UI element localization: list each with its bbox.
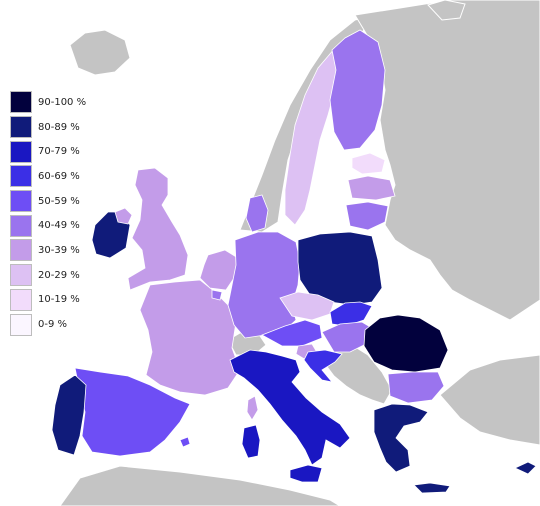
latvia	[347, 175, 396, 201]
legend-item: 10-19 %	[10, 288, 86, 313]
legend-swatch	[10, 140, 32, 163]
bulgaria	[387, 371, 445, 404]
ireland	[91, 211, 131, 259]
northern-ireland	[114, 207, 133, 225]
legend-label: 20-29 %	[38, 269, 80, 281]
legend-item: 50-59 %	[10, 189, 86, 214]
legend-item: 90-100 %	[10, 90, 86, 115]
lithuania	[345, 201, 389, 231]
legend-label: 40-49 %	[38, 220, 80, 232]
non-member-land	[59, 0, 540, 506]
switzerland-land	[227, 332, 267, 356]
legend-label: 30-39 %	[38, 244, 80, 256]
legend-swatch	[10, 239, 32, 262]
legend-item: 40-49 %	[10, 213, 86, 238]
legend-swatch	[10, 264, 32, 287]
legend-swatch	[10, 165, 32, 188]
croatia	[303, 349, 343, 383]
africa-land	[59, 465, 341, 506]
legend-item: 30-39 %	[10, 238, 86, 263]
legend-swatch	[10, 313, 32, 336]
eu-members	[51, 29, 537, 494]
iceland-land	[69, 29, 131, 76]
legend-label: 70-79 %	[38, 146, 80, 158]
crete	[413, 482, 451, 494]
corsica	[246, 395, 259, 421]
slovakia	[329, 301, 373, 327]
greece	[373, 403, 429, 473]
legend-swatch	[10, 116, 32, 139]
poland	[297, 231, 383, 306]
romania	[363, 314, 449, 373]
legend-label: 90-100 %	[38, 96, 87, 108]
legend-swatch	[10, 91, 32, 114]
legend: 90-100 % 80-89 % 70-79 % 60-69 % 50-59 %…	[10, 90, 86, 337]
legend-swatch	[10, 190, 32, 213]
germany	[227, 231, 301, 339]
svalbard-land	[427, 0, 466, 21]
luxembourg	[211, 289, 223, 301]
italy	[229, 349, 351, 466]
legend-item: 0-9 %	[10, 312, 86, 337]
portugal	[51, 374, 87, 456]
denmark	[245, 194, 269, 233]
russia-land	[354, 0, 540, 321]
legend-item: 60-69 %	[10, 164, 86, 189]
uk	[127, 167, 189, 291]
legend-label: 60-69 %	[38, 170, 80, 182]
austria	[261, 319, 323, 347]
balearic	[179, 436, 191, 448]
finland	[329, 29, 386, 151]
legend-item: 20-29 %	[10, 263, 86, 288]
legend-item: 80-89 %	[10, 115, 86, 140]
legend-item: 70-79 %	[10, 139, 86, 164]
sardinia	[241, 424, 261, 459]
turkey-land	[439, 354, 540, 446]
czechia	[279, 291, 335, 321]
sicily	[289, 464, 323, 483]
belgium-netherlands	[199, 249, 239, 291]
cyprus	[514, 461, 537, 475]
estonia	[351, 152, 386, 175]
legend-label: 50-59 %	[38, 195, 80, 207]
legend-label: 10-19 %	[38, 294, 80, 306]
legend-swatch	[10, 214, 32, 237]
spain	[74, 367, 191, 457]
legend-label: 80-89 %	[38, 121, 80, 133]
legend-swatch	[10, 288, 32, 311]
legend-label: 0-9 %	[38, 319, 68, 331]
